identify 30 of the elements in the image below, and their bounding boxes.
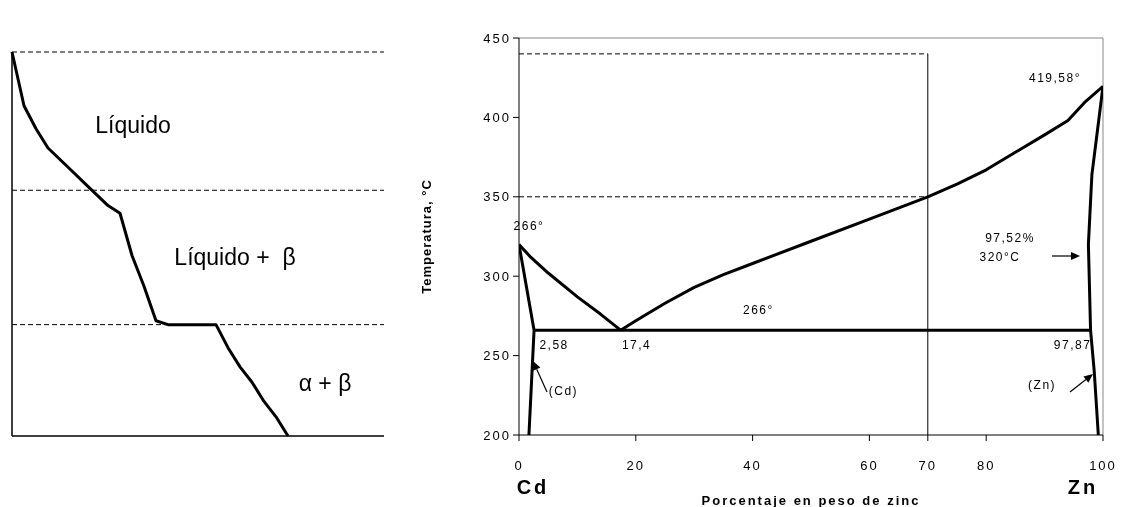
- annotation: 17,4: [621, 338, 652, 353]
- annotation: 97,52%: [985, 231, 1035, 245]
- x-tick-label: 20: [626, 458, 646, 474]
- y-tick-label: 450: [483, 30, 511, 46]
- y-tick-label: 400: [483, 110, 511, 126]
- x-tick-label: 80: [976, 458, 996, 474]
- text: Cd: [516, 475, 550, 499]
- y-axis-title: Temperatura, °C: [418, 179, 434, 294]
- annotation: 97,87: [1053, 338, 1092, 353]
- y-tick-label: 350: [483, 189, 511, 205]
- y-tick-label: 250: [483, 348, 511, 364]
- annotation: α + β: [298, 369, 352, 397]
- x-tick-label: 40: [743, 458, 762, 474]
- annotation: (Zn): [1028, 377, 1057, 392]
- y-tick-label: 300: [483, 268, 511, 284]
- x-tick-label: 0: [514, 458, 524, 474]
- annotation: Líquido: [95, 111, 171, 139]
- annotation: 320°C: [979, 250, 1021, 264]
- y-tick-label: 200: [483, 427, 511, 443]
- x-tick-label: 70: [918, 458, 938, 474]
- annotation: 2,58: [539, 338, 569, 353]
- annotation: 266°: [743, 303, 774, 318]
- x-tick-label: 100: [1089, 458, 1117, 474]
- text: Zn: [1067, 475, 1099, 499]
- annotation: Líquido + β: [174, 243, 296, 271]
- annotation: 419,58°: [1028, 71, 1082, 86]
- annotation: 266°: [513, 219, 545, 234]
- annotation: (Cd): [548, 383, 579, 398]
- x-tick-label: 60: [860, 458, 879, 474]
- x-axis-title: Porcentaje en peso de zinc: [701, 493, 921, 507]
